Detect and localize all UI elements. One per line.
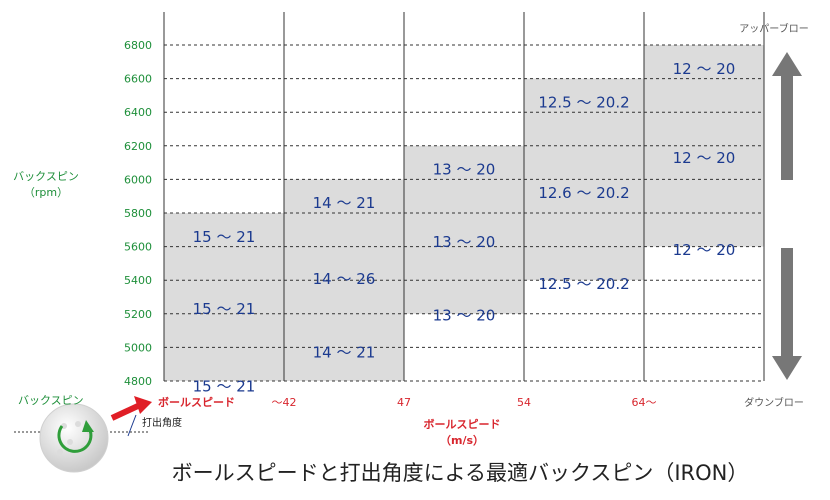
speed-caption: ボールスピード	[158, 395, 235, 409]
x-tick-label: 64〜	[632, 396, 657, 409]
range-label-c4-1: 12.5 〜 20.2	[538, 93, 629, 111]
x-tick-label: 〜42	[272, 396, 297, 409]
range-label-c1-1: 15 〜 21	[193, 228, 256, 246]
y-tick-label: 4800	[124, 375, 152, 388]
chart-title: ボールスピードと打出角度による最適バックスピン（IRON）	[172, 461, 749, 485]
y-tick-label: 6000	[124, 173, 152, 186]
y-tick-label: 5600	[124, 241, 152, 254]
range-label-c4-3: 12.5 〜 20.2	[538, 275, 629, 293]
range-label-c3-1: 13 〜 20	[433, 161, 496, 179]
angle-caption: 打出角度	[142, 416, 182, 429]
down-arrow-icon	[772, 248, 802, 380]
up-arrow-icon	[772, 52, 802, 180]
range-label-c3-3: 13 〜 20	[433, 307, 496, 325]
down-blow-label: ダウンブロー	[744, 396, 804, 409]
range-label-c5-3: 12 〜 20	[673, 241, 736, 259]
grid-layer	[163, 12, 765, 382]
y-tick-label: 5000	[124, 341, 152, 354]
x-axis-label-line2: （m/s）	[440, 434, 484, 447]
x-tick-label: 54	[517, 396, 531, 409]
y-tick-label: 6400	[124, 106, 152, 119]
y-axis-label-line2: （rpm）	[24, 186, 68, 199]
y-tick-label: 5800	[124, 207, 152, 220]
band-col-1	[164, 213, 284, 381]
range-label-c4-2: 12.6 〜 20.2	[538, 184, 629, 202]
ball-illustration: バックスピン ボールスピード 打出角度	[14, 394, 235, 473]
range-label-c2-1: 14 〜 21	[313, 194, 376, 212]
range-label-c3-2: 13 〜 20	[433, 233, 496, 251]
backspin-caption: バックスピン	[18, 394, 84, 407]
range-labels: 15 〜 21 15 〜 21 15 〜 21 14 〜 21 14 〜 26 14 〜 …	[193, 60, 736, 396]
range-label-c5-1: 12 〜 20	[673, 60, 736, 78]
range-label-c5-2: 12 〜 20	[673, 149, 736, 167]
range-label-c1-2: 15 〜 21	[193, 300, 256, 318]
range-label-c1-3: 15 〜 21	[193, 377, 256, 395]
y-tick-label: 5200	[124, 308, 152, 321]
y-tick-label: 6200	[124, 140, 152, 153]
y-tick-label: 5400	[124, 274, 152, 287]
upper-blow-label: アッパーブロー	[739, 22, 808, 35]
y-ticks: 6800 6600 6400 6200 6000 5800 5600 5400 5200 5000…	[124, 39, 152, 388]
y-tick-label: 6600	[124, 73, 152, 86]
y-axis-label-line1: バックスピン	[13, 170, 79, 183]
band-col-3	[404, 145, 524, 314]
range-label-c2-2: 14 〜 26	[313, 270, 376, 288]
x-axis-label-line1: ボールスピード	[424, 417, 501, 431]
y-tick-label: 6800	[124, 39, 152, 52]
x-ticks: 〜42 47 54 64〜	[272, 396, 657, 409]
range-label-c2-3: 14 〜 21	[313, 344, 376, 362]
x-tick-label: 47	[397, 396, 411, 409]
